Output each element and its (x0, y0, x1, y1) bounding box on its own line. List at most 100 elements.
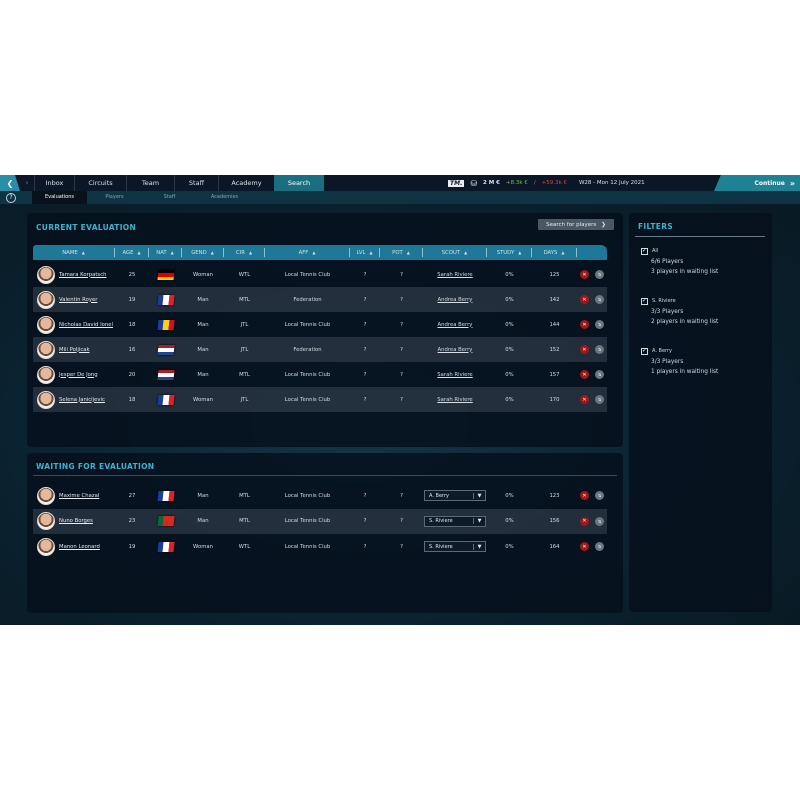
swap-icon[interactable]: ⇅ (595, 345, 604, 354)
tab-search[interactable]: Search (274, 175, 324, 191)
column-header-pot[interactable]: POT ▲ (380, 248, 423, 257)
x-icon[interactable]: ✕ (580, 295, 589, 304)
sort-up-icon[interactable]: ▲ (137, 250, 141, 255)
swap-icon[interactable]: ⇅ (595, 320, 604, 329)
swap-icon[interactable]: ⇅ (595, 542, 604, 551)
scout-select[interactable]: S. Riviere ▼ (424, 515, 486, 527)
column-header-cir[interactable]: CIR ▲ (224, 248, 265, 257)
swap-icon[interactable]: ⇅ (595, 370, 604, 379)
scout-value[interactable]: Andrea Berry (437, 321, 473, 328)
column-header-aff[interactable]: AFF ▲ (265, 248, 350, 257)
player-name-link[interactable]: Manon Leonard (59, 543, 100, 550)
x-icon[interactable]: ✕ (580, 491, 589, 500)
scout-select[interactable]: A. Berry ▼ (424, 490, 486, 501)
sort-up-icon[interactable]: ▲ (312, 250, 316, 255)
scout-value[interactable]: Sarah Riviere (437, 371, 473, 378)
age: 25 (115, 262, 149, 287)
player-name-link[interactable]: Nicholas David Ionel (59, 321, 113, 328)
tab-circuits[interactable]: Circuits (74, 175, 126, 191)
filter-all[interactable]: ✓ All (641, 246, 718, 257)
x-icon[interactable]: ✕ (580, 395, 589, 404)
swap-icon[interactable]: ⇅ (595, 395, 604, 404)
checkbox-checked-icon[interactable]: ✓ (641, 347, 648, 355)
table-row[interactable]: Manon Leonard 19 Woman WTL Local Tennis Club… (33, 534, 607, 559)
question-icon[interactable]: ? (6, 192, 16, 203)
subtab-evaluations[interactable]: Evaluations (32, 191, 87, 204)
table-row[interactable]: Selena Janicijevic 18 Woman JTL Local Tennis… (33, 387, 607, 412)
gender: Man (182, 509, 224, 534)
swap-icon[interactable]: ⇅ (595, 270, 604, 279)
table-row[interactable]: Nuno Borges 23 Man MTL Local Tennis Club?? S.… (33, 508, 607, 534)
potential-value: ? (400, 543, 403, 550)
subtab-players[interactable]: Players (105, 194, 124, 200)
days-value: 152 (549, 346, 560, 353)
player-name-link[interactable]: Selena Janicijevic (59, 396, 105, 403)
player-name-link[interactable]: Valentin Royer (59, 296, 98, 303)
x-icon[interactable]: ✕ (580, 345, 589, 354)
scout-value[interactable]: Andrea Berry (437, 296, 473, 303)
x-icon[interactable]: ✕ (580, 320, 589, 329)
circuit-value: JTL (240, 396, 249, 403)
sort-up-icon[interactable]: ▲ (518, 250, 522, 255)
player-name-link[interactable]: Tamara Korpatsch (59, 271, 107, 278)
back-button[interactable]: ❮ (0, 175, 20, 191)
player-name-link[interactable]: Mili Poljicak (59, 346, 90, 353)
chevron-down-icon: ▼ (473, 518, 485, 524)
column-header-lvl[interactable]: LVL ▲ (350, 248, 380, 257)
tab-academy[interactable]: Academy (218, 175, 274, 191)
column-header-name[interactable]: NAME ▲ (33, 248, 115, 257)
scout-value[interactable]: Sarah Riviere (437, 396, 473, 403)
column-header-study[interactable]: STUDY ▲ (487, 248, 532, 257)
column-header-gend[interactable]: GEND ▲ (182, 248, 224, 257)
column-header-scout[interactable]: SCOUT ▲ (423, 248, 487, 257)
circuit: MTL (224, 509, 265, 534)
column-label: AFF (298, 249, 309, 256)
table-row[interactable]: Jesper De Jong 20 Man MTL Local Tennis Club?… (33, 362, 607, 387)
sort-up-icon[interactable]: ▲ (210, 250, 214, 255)
scout-value[interactable]: Andrea Berry (437, 346, 473, 353)
money-stack-icon: ⛁ (470, 178, 478, 188)
sort-up-icon[interactable]: ▲ (561, 250, 565, 255)
x-icon[interactable]: ✕ (580, 370, 589, 379)
x-icon[interactable]: ✕ (580, 516, 589, 526)
swap-icon[interactable]: ⇅ (595, 516, 604, 526)
subtab-staff[interactable]: Staff (163, 194, 176, 200)
table-row[interactable]: Valentin Royer 19 Man MTL Federation?? Andrea… (33, 287, 607, 312)
sort-up-icon[interactable]: ▲ (248, 250, 253, 255)
scout-select[interactable]: S. Riviere ▼ (424, 541, 486, 552)
subtab-academies[interactable]: Academies (210, 194, 239, 200)
search-for-players-button[interactable]: Search for players ❯ (538, 219, 614, 230)
scout-value[interactable]: Sarah Riviere (437, 271, 473, 278)
column-header-days[interactable]: DAYS ▲ (532, 248, 577, 257)
level-value: ? (363, 371, 367, 378)
forward-button[interactable]: › (20, 179, 34, 187)
column-header-age[interactable]: AGE ▲ (115, 248, 149, 257)
sort-up-icon[interactable]: ▲ (81, 250, 85, 255)
player-name-link[interactable]: Jesper De Jong (59, 371, 98, 378)
column-header-nat[interactable]: NAT ▲ (149, 248, 182, 257)
filter-s-riviere[interactable]: ✓ S. Riviere (641, 296, 718, 307)
tab-inbox[interactable]: Inbox (34, 175, 74, 191)
x-icon[interactable]: ✕ (580, 542, 589, 551)
table-row[interactable]: Nicholas David Ionel 18 Man JTL Local Tennis… (33, 312, 607, 337)
column-label: AGE (122, 249, 134, 256)
tab-staff[interactable]: Staff (174, 175, 218, 191)
filters-panel: FILTERS ✓ All 6/6 Players 3 players in wait… (629, 213, 772, 612)
filter-a-berry[interactable]: ✓ A. Berry (641, 346, 718, 357)
tab-team[interactable]: Team (126, 175, 174, 191)
sort-up-icon[interactable]: ▲ (170, 250, 174, 255)
sort-up-icon[interactable]: ▲ (406, 250, 410, 255)
table-row[interactable]: Tamara Korpatsch 25 Woman WTL Local Tennis C… (33, 262, 607, 287)
continue-button[interactable]: Continue » (714, 175, 800, 191)
swap-icon[interactable]: ⇅ (595, 491, 604, 500)
sort-up-icon[interactable]: ▲ (369, 250, 373, 255)
table-row[interactable]: Mili Poljicak 16 Man JTL Federation?? Andrea … (33, 337, 607, 362)
swap-icon[interactable]: ⇅ (595, 295, 604, 304)
x-icon[interactable]: ✕ (580, 270, 589, 279)
sort-up-icon[interactable]: ▲ (464, 250, 468, 255)
table-row[interactable]: Maxime Chazal 27 Man MTL Local Tennis Club??… (33, 483, 607, 508)
checkbox-checked-icon[interactable]: ✓ (641, 247, 648, 255)
player-name-link[interactable]: Nuno Borges (59, 518, 93, 524)
player-name-link[interactable]: Maxime Chazal (59, 492, 100, 499)
checkbox-checked-icon[interactable]: ✓ (641, 297, 648, 305)
